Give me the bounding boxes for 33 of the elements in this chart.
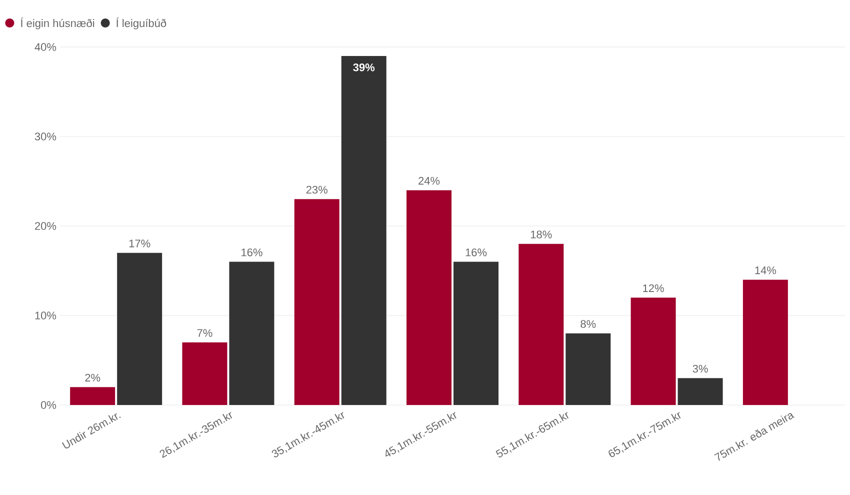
data-label: 24%: [418, 176, 440, 185]
y-tick-label: 30%: [34, 132, 56, 140]
bar: [229, 262, 274, 405]
data-label: 18%: [530, 230, 552, 238]
bar: [294, 199, 340, 405]
data-label: 39%: [353, 63, 375, 72]
bar: [518, 244, 564, 405]
bar: [70, 387, 116, 405]
legend-label: Í leiguíbúð: [116, 17, 166, 30]
data-label: 8%: [580, 320, 596, 328]
bar: [742, 280, 788, 405]
y-tick-label: 0%: [40, 401, 56, 409]
data-label: 14%: [755, 266, 776, 274]
bar: [406, 190, 452, 405]
data-label: 16%: [466, 248, 487, 256]
y-tick-label: 20%: [35, 222, 56, 230]
data-label: 23%: [306, 186, 328, 194]
bar: [454, 262, 498, 405]
data-label: 3%: [692, 364, 708, 373]
data-label: 16%: [242, 248, 262, 256]
data-label: 17%: [129, 240, 150, 248]
data-label: 12%: [643, 284, 664, 292]
bar: [630, 298, 676, 405]
data-label: 7%: [197, 329, 212, 337]
bar: [182, 342, 228, 405]
bar: [341, 56, 386, 405]
bar: [678, 378, 723, 405]
bar: [566, 333, 611, 405]
y-tick-label: 40%: [34, 43, 56, 51]
data-label: 2%: [85, 374, 100, 382]
legend-label: Í eigin húsnæði: [20, 17, 94, 30]
bar: [117, 252, 162, 405]
y-tick-label: 10%: [35, 312, 56, 320]
